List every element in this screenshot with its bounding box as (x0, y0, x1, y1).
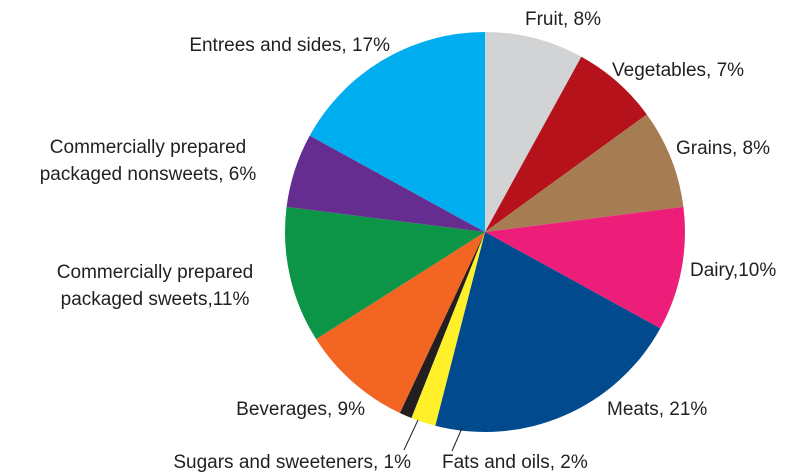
slice-label: Dairy,10% (690, 260, 776, 281)
pie-slice (309, 32, 485, 232)
slice-label: Meats, 21% (607, 399, 707, 420)
pie-slice (485, 206, 685, 329)
pie-slice (286, 135, 485, 232)
slice-label: Entrees and sides, 17% (189, 35, 390, 56)
slice-label: Beverages, 9% (236, 399, 365, 420)
slice-label: Fats and oils, 2% (442, 452, 588, 473)
pie-slice (435, 232, 661, 432)
slice-label: Fruit, 8% (525, 9, 601, 30)
pie-slice (485, 56, 647, 232)
pie-slice (316, 232, 485, 413)
slice-label: Commercially prepared packaged nonsweets,… (40, 137, 257, 185)
leader-line (403, 419, 419, 451)
pie-slice (285, 206, 485, 340)
slice-label: Sugars and sweeteners, 1% (173, 452, 411, 473)
leader-line (451, 427, 463, 452)
pie-slice (399, 232, 485, 418)
pie-slice (485, 114, 684, 232)
slice-label: Commercially prepared packaged sweets,11% (57, 262, 253, 310)
pie-slice (411, 232, 485, 426)
pie-slice (485, 32, 582, 232)
slice-label: Vegetables, 7% (612, 60, 744, 81)
slice-label: Grains, 8% (676, 138, 770, 159)
